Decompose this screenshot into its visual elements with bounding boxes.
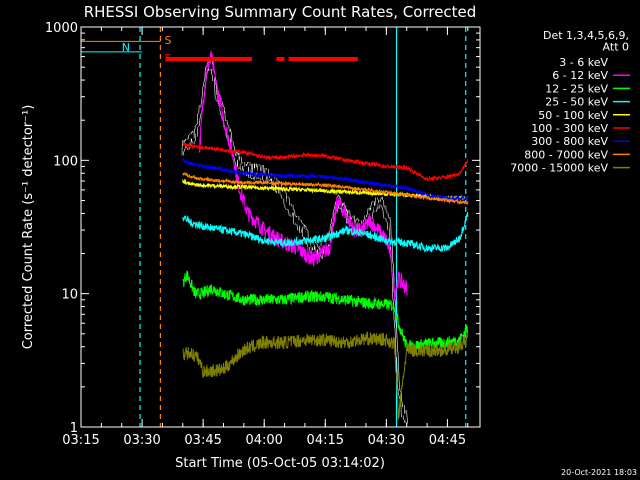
x-tick-label: 03:15 bbox=[62, 433, 99, 448]
flag-label-s: S bbox=[164, 34, 171, 47]
legend-entry-label: 300 - 800 keV bbox=[531, 135, 608, 148]
timestamp: 20-Oct-2021 18:03 bbox=[561, 468, 637, 477]
x-tick-label: 04:00 bbox=[245, 433, 282, 448]
flag-label-n: N bbox=[122, 41, 130, 54]
legend-entry-label: 100 - 300 keV bbox=[531, 122, 608, 135]
y-tick-label: 10 bbox=[61, 288, 78, 303]
flag-label-f: F bbox=[164, 52, 170, 65]
x-tick-label: 04:45 bbox=[429, 433, 466, 448]
series-line-8 bbox=[182, 331, 469, 420]
y-axis-label: Corrected Count Rate (s⁻¹ detector⁻¹) bbox=[21, 105, 36, 350]
y-tick-label: 1000 bbox=[45, 21, 78, 36]
legend-entry-label: 50 - 100 keV bbox=[538, 109, 608, 122]
series-line-7 bbox=[81, 40, 469, 206]
legend-header: Att 0 bbox=[603, 41, 629, 54]
x-tick-label: 03:30 bbox=[123, 433, 160, 448]
x-axis-label: Start Time (05-Oct-05 03:14:02) bbox=[175, 456, 385, 471]
legend-entry-label: 7000 - 15000 keV bbox=[510, 162, 608, 175]
series-line-6 bbox=[182, 157, 469, 202]
legend-entry-label: 3 - 6 keV bbox=[559, 56, 608, 69]
series-line-1 bbox=[198, 49, 408, 301]
legend-entry-label: 12 - 25 keV bbox=[545, 82, 608, 95]
plot-frame bbox=[80, 26, 481, 428]
y-tick-label: 100 bbox=[53, 154, 78, 169]
y-tick-label: 1 bbox=[70, 421, 78, 436]
x-tick-label: 04:15 bbox=[307, 433, 344, 448]
legend-entry-label: 800 - 7000 keV bbox=[524, 148, 608, 161]
chart-title: RHESSI Observing Summary Count Rates, Co… bbox=[84, 3, 477, 21]
series-line-5 bbox=[182, 141, 468, 182]
x-tick-label: 04:30 bbox=[368, 433, 405, 448]
x-tick-label: 03:45 bbox=[184, 433, 221, 448]
legend-entry-label: 6 - 12 keV bbox=[552, 69, 608, 82]
legend-entry-label: 25 - 50 keV bbox=[545, 96, 608, 109]
legend-header: Det 1,3,4,5,6,9, bbox=[543, 29, 629, 42]
series-line-3 bbox=[81, 51, 469, 254]
